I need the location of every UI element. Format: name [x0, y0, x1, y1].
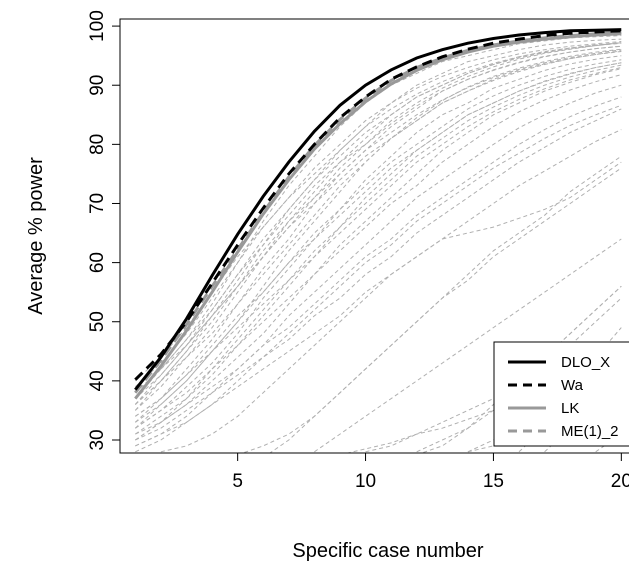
legend-box [493, 341, 629, 447]
background-series-line-13 [134, 62, 622, 423]
y-tick-label: 100 [87, 10, 108, 42]
main-series-group [134, 28, 622, 400]
x-tick-label: 10 [355, 471, 376, 492]
y-tick-label: 90 [87, 75, 108, 96]
background-series-line-1 [134, 35, 622, 399]
background-series-line-6 [135, 55, 622, 429]
background-series-line-23 [134, 59, 622, 429]
background-series-line-16 [135, 108, 622, 441]
background-series-line-32 [416, 297, 622, 453]
x-tick-label: 15 [483, 471, 504, 492]
background-series-line-30 [314, 238, 622, 453]
background-series-line-9 [134, 42, 622, 394]
background-series-line-25 [135, 84, 622, 447]
background-series-line-22 [134, 48, 622, 405]
y-tick-label: 80 [87, 134, 108, 155]
y-tick-label: 50 [87, 311, 108, 332]
y-tick-label: 60 [87, 252, 108, 273]
y-axis-title: Average % power [25, 157, 47, 315]
background-series-line-39 [467, 327, 622, 453]
series-line-wa [134, 29, 622, 381]
background-series-line-21 [134, 42, 622, 382]
series-line-dlo-x [134, 28, 622, 391]
x-tick-label: 20 [611, 471, 629, 492]
x-axis-title: Specific case number [292, 540, 484, 562]
background-series-line-12 [134, 50, 622, 411]
background-series-line-4 [135, 45, 622, 417]
background-series-line-11 [134, 45, 622, 405]
x-tick-label: 5 [232, 471, 243, 492]
legend: DLO_X Wa LK ME(1)_2 [493, 341, 629, 447]
background-series-line-29 [241, 155, 622, 453]
background-series-line-18 [135, 67, 622, 417]
background-series-line-26 [135, 104, 622, 453]
background-series-line-20 [134, 42, 622, 394]
background-series-group [134, 35, 622, 453]
legend-label: Wa [561, 377, 584, 394]
legend-label: LK [561, 400, 579, 417]
legend-label: ME(1)_2 [561, 423, 619, 440]
background-series-line-27 [160, 161, 622, 453]
y-tick-label: 70 [87, 193, 108, 214]
background-series-line-8 [135, 68, 622, 441]
legend-label: DLO_X [561, 354, 610, 371]
background-series-line-31 [365, 285, 622, 453]
background-series-line-17 [135, 129, 622, 447]
background-series-line-2 [134, 38, 622, 405]
background-series-line-15 [135, 96, 622, 435]
y-tick-label: 30 [87, 429, 108, 450]
y-axis: 30 40 50 60 70 80 90 100 [87, 10, 121, 451]
x-axis: 5 10 15 20 [232, 452, 629, 492]
y-tick-label: 40 [87, 370, 108, 391]
series-line-me-1-2 [134, 31, 622, 394]
background-series-line-14 [135, 74, 622, 429]
